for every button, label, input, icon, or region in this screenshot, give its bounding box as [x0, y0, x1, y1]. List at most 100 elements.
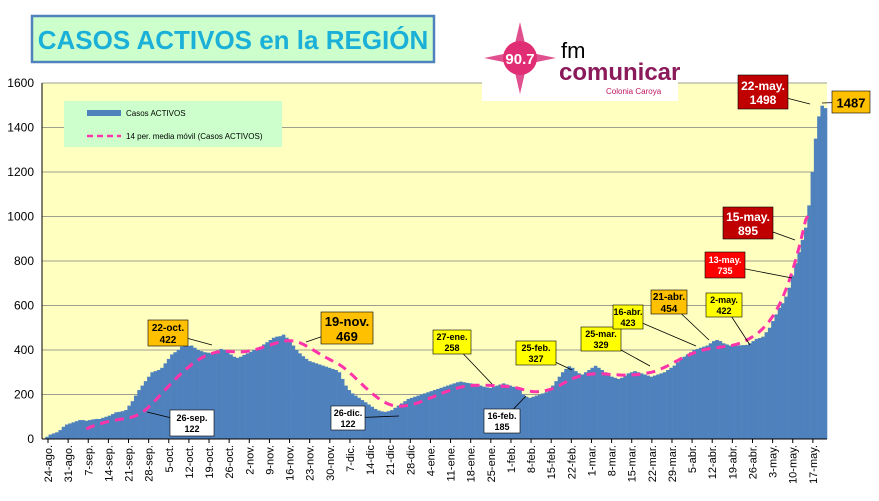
annotation: 15-may.895	[722, 206, 796, 241]
bar	[531, 396, 535, 439]
annotation-box	[705, 292, 743, 318]
bar	[610, 376, 614, 439]
annotation-box	[515, 340, 557, 366]
bar	[787, 287, 792, 439]
annotation: 22-oct.422	[147, 319, 213, 347]
bar	[574, 371, 578, 439]
annotation-value: 895	[738, 224, 758, 238]
x-tick-label: 5-abr.	[687, 445, 699, 473]
annotation-box	[147, 319, 189, 347]
annotation-date: 15-may.	[726, 210, 770, 224]
x-tick-label: 22-mar.	[647, 445, 659, 482]
bar	[629, 372, 634, 439]
bar	[107, 415, 112, 439]
bar	[81, 420, 85, 439]
x-tick-label: 12-abr.	[707, 445, 719, 479]
bar	[436, 388, 440, 439]
bar	[265, 342, 269, 439]
x-tick-label: 7-dic.	[345, 445, 357, 472]
bar	[702, 346, 706, 439]
bar	[738, 345, 742, 439]
bar	[426, 392, 430, 439]
bar	[248, 351, 253, 439]
bar	[567, 366, 572, 439]
annotation: 19-nov.469	[305, 311, 374, 345]
bar	[820, 105, 825, 439]
annotations: 26-sep.12222-oct.42219-nov.46926-dic.122…	[146, 74, 871, 437]
bar	[744, 344, 749, 439]
x-tick-labels: 24-ago. 31-ago. 7-sep. 14-sep. 21-sep. 28-sep…	[43, 445, 820, 484]
bar	[206, 352, 210, 439]
bar	[823, 108, 828, 439]
bar	[652, 375, 657, 439]
bar	[294, 350, 299, 439]
bar	[774, 314, 779, 439]
bar	[557, 376, 562, 439]
bar	[186, 346, 191, 439]
bar	[623, 375, 627, 439]
x-tick-label: 25-ene.	[486, 445, 498, 482]
bar	[560, 372, 565, 439]
y-tick-label: 1000	[7, 210, 34, 224]
annotation: 13-may.735	[704, 251, 793, 279]
bar	[817, 116, 821, 440]
bar	[416, 395, 421, 439]
bar	[114, 412, 118, 439]
bar	[767, 327, 772, 439]
bar	[613, 377, 618, 439]
bar	[807, 205, 811, 440]
bar	[725, 344, 729, 439]
annotation-date: 21-abr.	[653, 292, 685, 303]
bar	[541, 393, 545, 439]
station-logo: 90.7 fm comunicar Colonia Caroya	[482, 17, 680, 101]
bar	[127, 405, 131, 440]
bar	[784, 296, 788, 439]
x-tick-label: 29-mar.	[667, 445, 679, 482]
x-tick-label: 5-oct.	[164, 445, 176, 473]
x-tick-label: 2-nov.	[244, 445, 256, 475]
annotation-date: 22-may.	[741, 79, 785, 93]
bar	[439, 387, 444, 439]
bar	[643, 374, 647, 439]
x-tick-label: 28-sep.	[144, 445, 156, 482]
annotation-box	[831, 90, 871, 114]
bar	[698, 347, 703, 439]
legend-line-label: 14 per. media móvil (Casos ACTIVOS)	[126, 132, 263, 141]
annotation-box	[169, 409, 215, 437]
bar	[393, 407, 398, 439]
bar	[367, 404, 371, 439]
bar	[626, 373, 631, 439]
bar	[597, 367, 601, 439]
annotation-date: 22-oct.	[152, 323, 184, 334]
bar	[669, 367, 673, 439]
bar	[117, 411, 122, 439]
bar	[377, 410, 381, 439]
bar	[537, 394, 542, 439]
x-tick-label: 8-feb.	[526, 445, 538, 473]
bar	[554, 381, 558, 439]
bar	[255, 348, 260, 439]
annotation-date: 27-ene.	[436, 332, 467, 342]
bar	[455, 382, 460, 439]
bar	[110, 414, 115, 439]
bar	[193, 347, 197, 439]
bar	[334, 370, 338, 439]
bar	[373, 408, 378, 439]
bar	[432, 390, 437, 439]
annotation: 25-mar.329	[580, 326, 651, 367]
bar	[232, 356, 237, 439]
bar	[87, 420, 92, 439]
bar	[386, 411, 391, 439]
bar	[124, 410, 128, 439]
bar	[682, 356, 687, 439]
bar	[97, 418, 102, 439]
bar	[94, 418, 99, 439]
bar	[735, 345, 739, 439]
bar	[229, 354, 233, 439]
moving-average-line	[85, 213, 811, 431]
bar	[252, 350, 256, 439]
annotation-date: 16-feb.	[487, 411, 516, 421]
x-tick-label: 24-ago.	[43, 445, 55, 482]
annotation-date: 25-feb.	[521, 343, 550, 353]
frequency-circle	[503, 41, 537, 75]
